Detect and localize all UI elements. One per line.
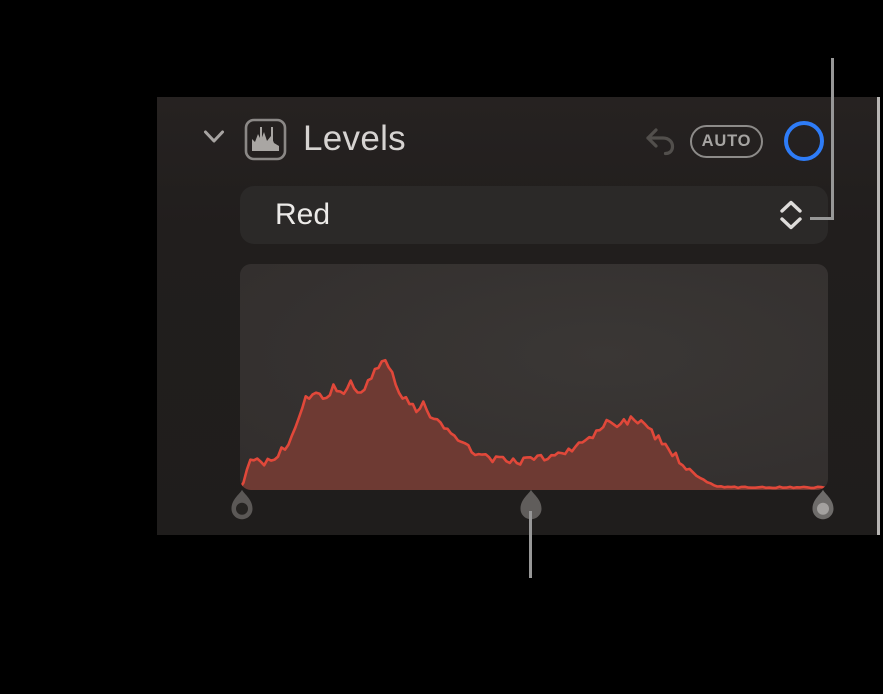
- callout-line-channel-popup-horizontal: [810, 217, 834, 220]
- red-channel-histogram: [240, 264, 828, 490]
- callout-line-channel-popup-vertical: [831, 58, 834, 219]
- undo-arrow-icon[interactable]: [643, 125, 677, 159]
- black-point-slider-handle[interactable]: [231, 489, 253, 520]
- panel-title: Levels: [303, 119, 406, 158]
- channel-dropdown-value: Red: [275, 198, 331, 231]
- levels-panel: Levels AUTO Red: [157, 97, 880, 535]
- adjustment-enabled-toggle[interactable]: [784, 121, 824, 161]
- auto-button[interactable]: AUTO: [690, 125, 763, 158]
- panel-scrollbar[interactable]: [877, 97, 880, 535]
- callout-line-midtones-handle: [529, 511, 532, 578]
- white-point-slider-handle[interactable]: [812, 489, 834, 520]
- channel-dropdown[interactable]: Red: [240, 186, 828, 244]
- up-down-chevrons-icon: [780, 200, 802, 230]
- chevron-down-icon[interactable]: [203, 129, 225, 144]
- midtones-slider-handle[interactable]: [520, 489, 542, 520]
- levels-histogram-icon: [244, 118, 287, 161]
